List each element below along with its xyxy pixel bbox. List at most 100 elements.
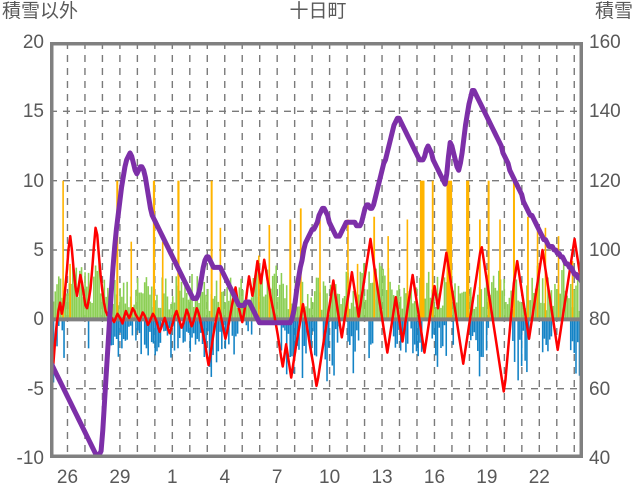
x-axis-tick: 22 (528, 467, 550, 488)
green-bar (164, 278, 167, 320)
green-bar (508, 297, 511, 320)
green-bar (322, 281, 325, 320)
green-bar (86, 286, 88, 320)
orange-spike (116, 180, 119, 320)
blue-bar (289, 319, 291, 358)
green-bar (398, 284, 400, 320)
right-axis-tick: 140 (589, 101, 621, 123)
blue-bar (569, 319, 572, 351)
blue-bar (292, 319, 295, 374)
blue-bar (401, 319, 404, 339)
blue-bar (177, 319, 179, 349)
blue-bar (215, 319, 218, 363)
blue-bar (303, 319, 306, 346)
blue-bar (478, 319, 481, 377)
green-bar (541, 278, 544, 320)
blue-bar (205, 319, 207, 351)
green-bar (477, 294, 479, 320)
green-bar (187, 299, 190, 320)
right-axis-tick: 80 (589, 309, 611, 331)
blue-bar (315, 319, 318, 357)
green-bar (464, 291, 467, 320)
green-bar (145, 277, 148, 320)
blue-bar (433, 319, 435, 335)
green-bar (261, 273, 263, 320)
green-bar (548, 300, 551, 320)
orange-spike (487, 180, 490, 320)
green-bar (473, 308, 476, 320)
left-axis-tick: 20 (22, 32, 44, 53)
green-bar (226, 287, 228, 320)
green-bar (175, 276, 178, 320)
blue-bar (526, 319, 528, 373)
green-bar (285, 285, 288, 320)
green-bar (401, 308, 404, 320)
green-bar (333, 285, 335, 320)
blue-bar (312, 319, 314, 332)
green-bar (519, 301, 521, 320)
green-bar (192, 306, 195, 320)
x-axis-tick: 29 (109, 467, 131, 488)
blue-bar (87, 319, 90, 349)
blue-bar (61, 319, 64, 331)
green-bar (368, 271, 370, 320)
blue-bar (192, 319, 195, 334)
green-bar (301, 281, 304, 320)
green-bar (98, 258, 100, 320)
green-bar (171, 296, 174, 320)
green-bar (371, 282, 374, 320)
green-bar (531, 277, 533, 320)
green-bar (461, 292, 463, 320)
green-bar (121, 296, 123, 320)
blue-bar (331, 319, 334, 366)
green-bar (66, 293, 69, 320)
blue-bar (245, 319, 248, 326)
x-axis-tick: 26 (56, 467, 79, 488)
green-bar (101, 295, 104, 320)
green-bar (576, 277, 579, 320)
orange-spike (419, 180, 425, 320)
blue-bar (168, 319, 171, 329)
blue-bar (575, 319, 577, 374)
green-bar (378, 262, 381, 320)
green-bar (485, 275, 488, 320)
green-bar (405, 293, 407, 320)
green-bar (366, 289, 369, 320)
orange-spike (219, 227, 222, 320)
green-bar (424, 298, 426, 320)
blue-bar (436, 319, 439, 367)
left-axis-tick: -10 (16, 448, 44, 469)
green-bar (64, 293, 67, 320)
blue-bar (349, 319, 351, 346)
green-bar (277, 297, 279, 320)
green-bar (578, 310, 581, 320)
green-bar (298, 306, 300, 320)
blue-bar (336, 319, 339, 343)
right-axis-tick: 60 (589, 378, 611, 400)
blue-bar (541, 319, 544, 353)
green-bar (350, 302, 353, 320)
blue-bar (217, 319, 220, 352)
green-bar (470, 287, 472, 320)
blue-bar (438, 319, 441, 328)
green-bar (306, 294, 309, 320)
blue-bar (208, 319, 211, 367)
green-bar (271, 275, 274, 320)
blue-bar (178, 319, 181, 339)
green-bar (178, 290, 181, 320)
blue-bar (333, 319, 335, 376)
blue-bar (110, 319, 113, 346)
green-bar (284, 298, 286, 320)
green-bar (56, 284, 58, 320)
blue-bar (512, 319, 514, 342)
blue-bar (121, 319, 123, 349)
green-bar (441, 305, 444, 320)
green-bar (229, 277, 232, 320)
green-bar (221, 291, 223, 320)
blue-bar (473, 319, 476, 333)
green-bar (80, 267, 83, 320)
green-bar (340, 304, 342, 320)
orange-spike (571, 261, 574, 320)
green-bar (68, 283, 71, 320)
blue-bar (149, 319, 151, 332)
